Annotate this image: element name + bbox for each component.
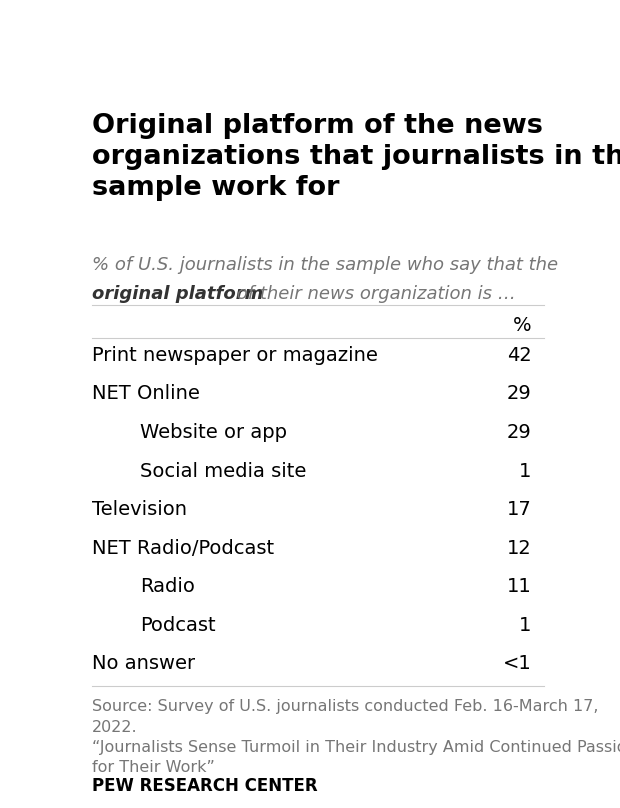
Text: Podcast: Podcast: [140, 616, 216, 635]
Text: No answer: No answer: [92, 654, 195, 673]
Text: 1: 1: [519, 616, 531, 635]
Text: <1: <1: [503, 654, 531, 673]
Text: 1: 1: [519, 461, 531, 481]
Text: Television: Television: [92, 500, 187, 519]
Text: Print newspaper or magazine: Print newspaper or magazine: [92, 346, 378, 365]
Text: 17: 17: [507, 500, 531, 519]
Text: PEW RESEARCH CENTER: PEW RESEARCH CENTER: [92, 777, 317, 795]
Text: Source: Survey of U.S. journalists conducted Feb. 16-March 17,
2022.
“Journalist: Source: Survey of U.S. journalists condu…: [92, 699, 620, 776]
Text: % of U.S. journalists in the sample who say that the: % of U.S. journalists in the sample who …: [92, 255, 558, 274]
Text: of their news organization is …: of their news organization is …: [231, 285, 516, 304]
Text: NET Online: NET Online: [92, 385, 200, 403]
Text: %: %: [513, 316, 531, 335]
Text: 42: 42: [507, 346, 531, 365]
Text: Website or app: Website or app: [140, 423, 287, 442]
Text: original platform: original platform: [92, 285, 264, 304]
Text: 12: 12: [507, 539, 531, 558]
Text: Social media site: Social media site: [140, 461, 306, 481]
Text: 29: 29: [507, 385, 531, 403]
Text: Original platform of the news
organizations that journalists in the
sample work : Original platform of the news organizati…: [92, 112, 620, 200]
Text: 29: 29: [507, 423, 531, 442]
Text: Radio: Radio: [140, 577, 195, 596]
Text: NET Radio/Podcast: NET Radio/Podcast: [92, 539, 274, 558]
Text: 11: 11: [507, 577, 531, 596]
